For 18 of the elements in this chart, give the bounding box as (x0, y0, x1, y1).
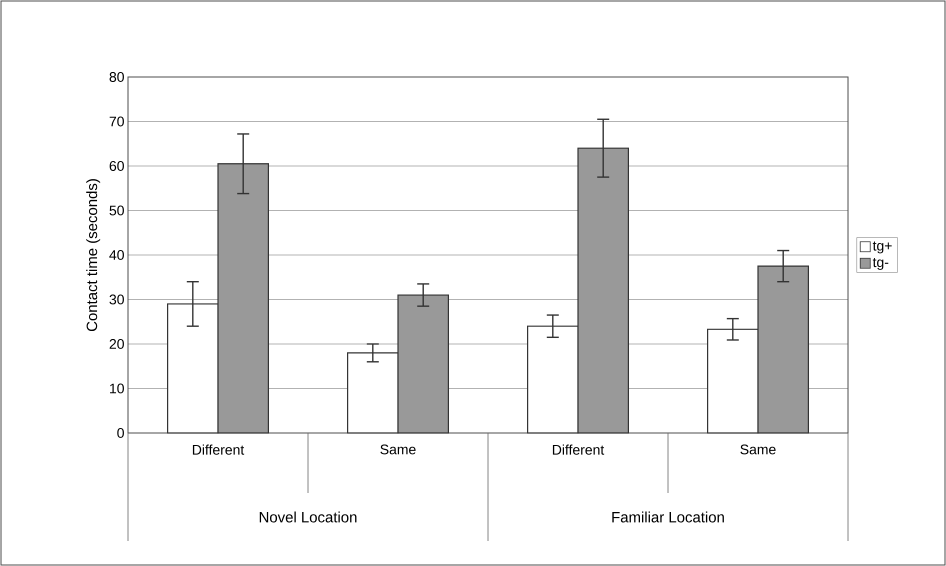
legend-label: tg+ (872, 241, 892, 254)
x-tick-label: Same (380, 444, 416, 454)
y-tick-label: 10 (110, 384, 124, 394)
y-tick-label: 70 (110, 116, 124, 126)
legend-label: tg- (872, 258, 888, 270)
y-tick-label: 80 (110, 72, 124, 82)
y-tick-label: 40 (109, 250, 124, 260)
y-axis-title: Contact time (seconds) (86, 179, 100, 332)
text: Familiar Location (612, 512, 724, 522)
y-tick-label: 60 (110, 161, 124, 171)
x-tick-label: Different (552, 444, 604, 455)
y-tick-label: 20 (110, 339, 124, 349)
x-tick-label: Different (192, 444, 244, 455)
x-tick-label: Same (740, 444, 776, 454)
text: Novel Location (260, 512, 356, 522)
y-tick-label: 50 (110, 206, 124, 216)
y-tick-label: 0 (117, 428, 124, 438)
y-tick-label: 30 (110, 294, 124, 304)
